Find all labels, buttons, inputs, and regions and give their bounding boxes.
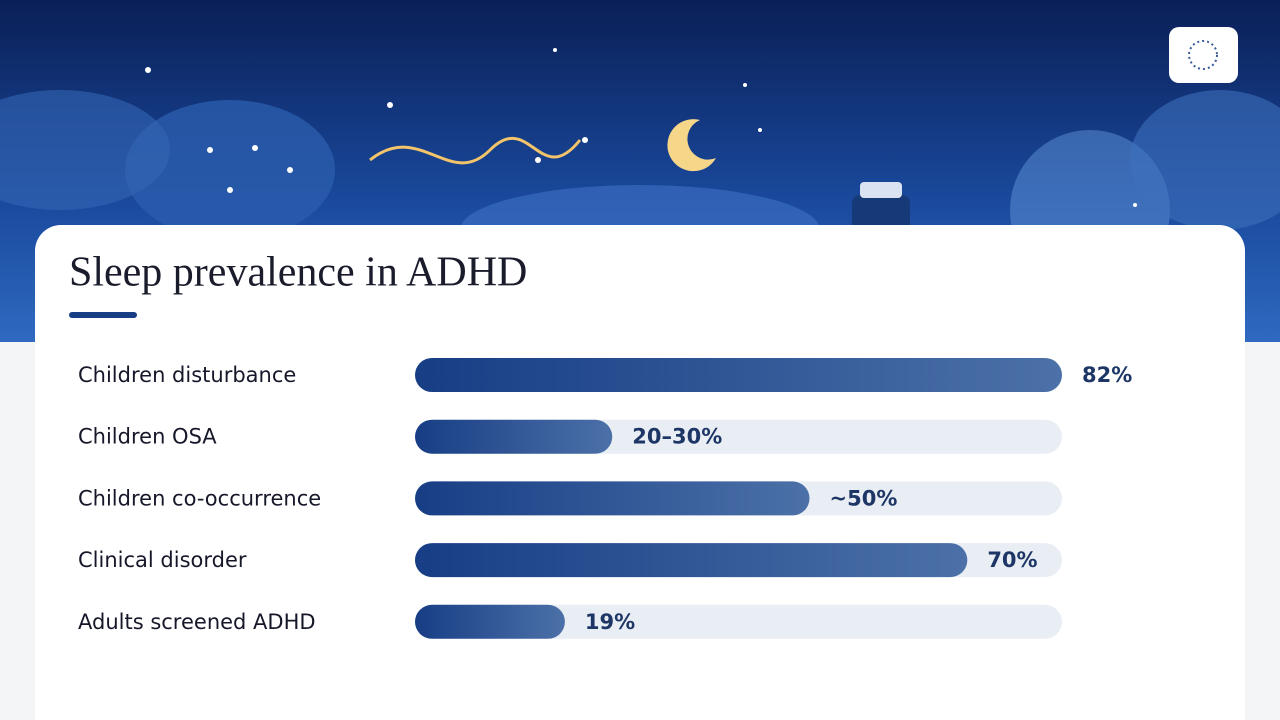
bar — [415, 543, 968, 578]
value-label: ~50% — [830, 486, 898, 510]
title-underline — [69, 312, 137, 318]
bar — [415, 604, 565, 639]
value-label: 19% — [585, 610, 635, 634]
category-label: Clinical disorder — [78, 548, 247, 572]
card — [35, 225, 1245, 720]
value-label: 70% — [987, 548, 1037, 572]
plot: Children disturbance 82% Children OSA 20–30… — [78, 358, 1132, 639]
logo — [1188, 40, 1218, 70]
category-label: Children disturbance — [78, 363, 296, 387]
category-label: Children OSA — [78, 425, 217, 449]
bar — [415, 481, 810, 516]
value-label: 20–30% — [632, 425, 722, 449]
category-label: Adults screened ADHD — [78, 610, 316, 634]
bar-track — [415, 604, 1062, 639]
bar — [415, 358, 1062, 392]
logo-box — [1169, 27, 1238, 83]
category-label: Children co-occurrence — [78, 486, 321, 510]
bar — [415, 419, 613, 454]
chart-title: Sleep prevalence in ADHD — [69, 250, 527, 296]
value-label: 82% — [1082, 363, 1132, 387]
